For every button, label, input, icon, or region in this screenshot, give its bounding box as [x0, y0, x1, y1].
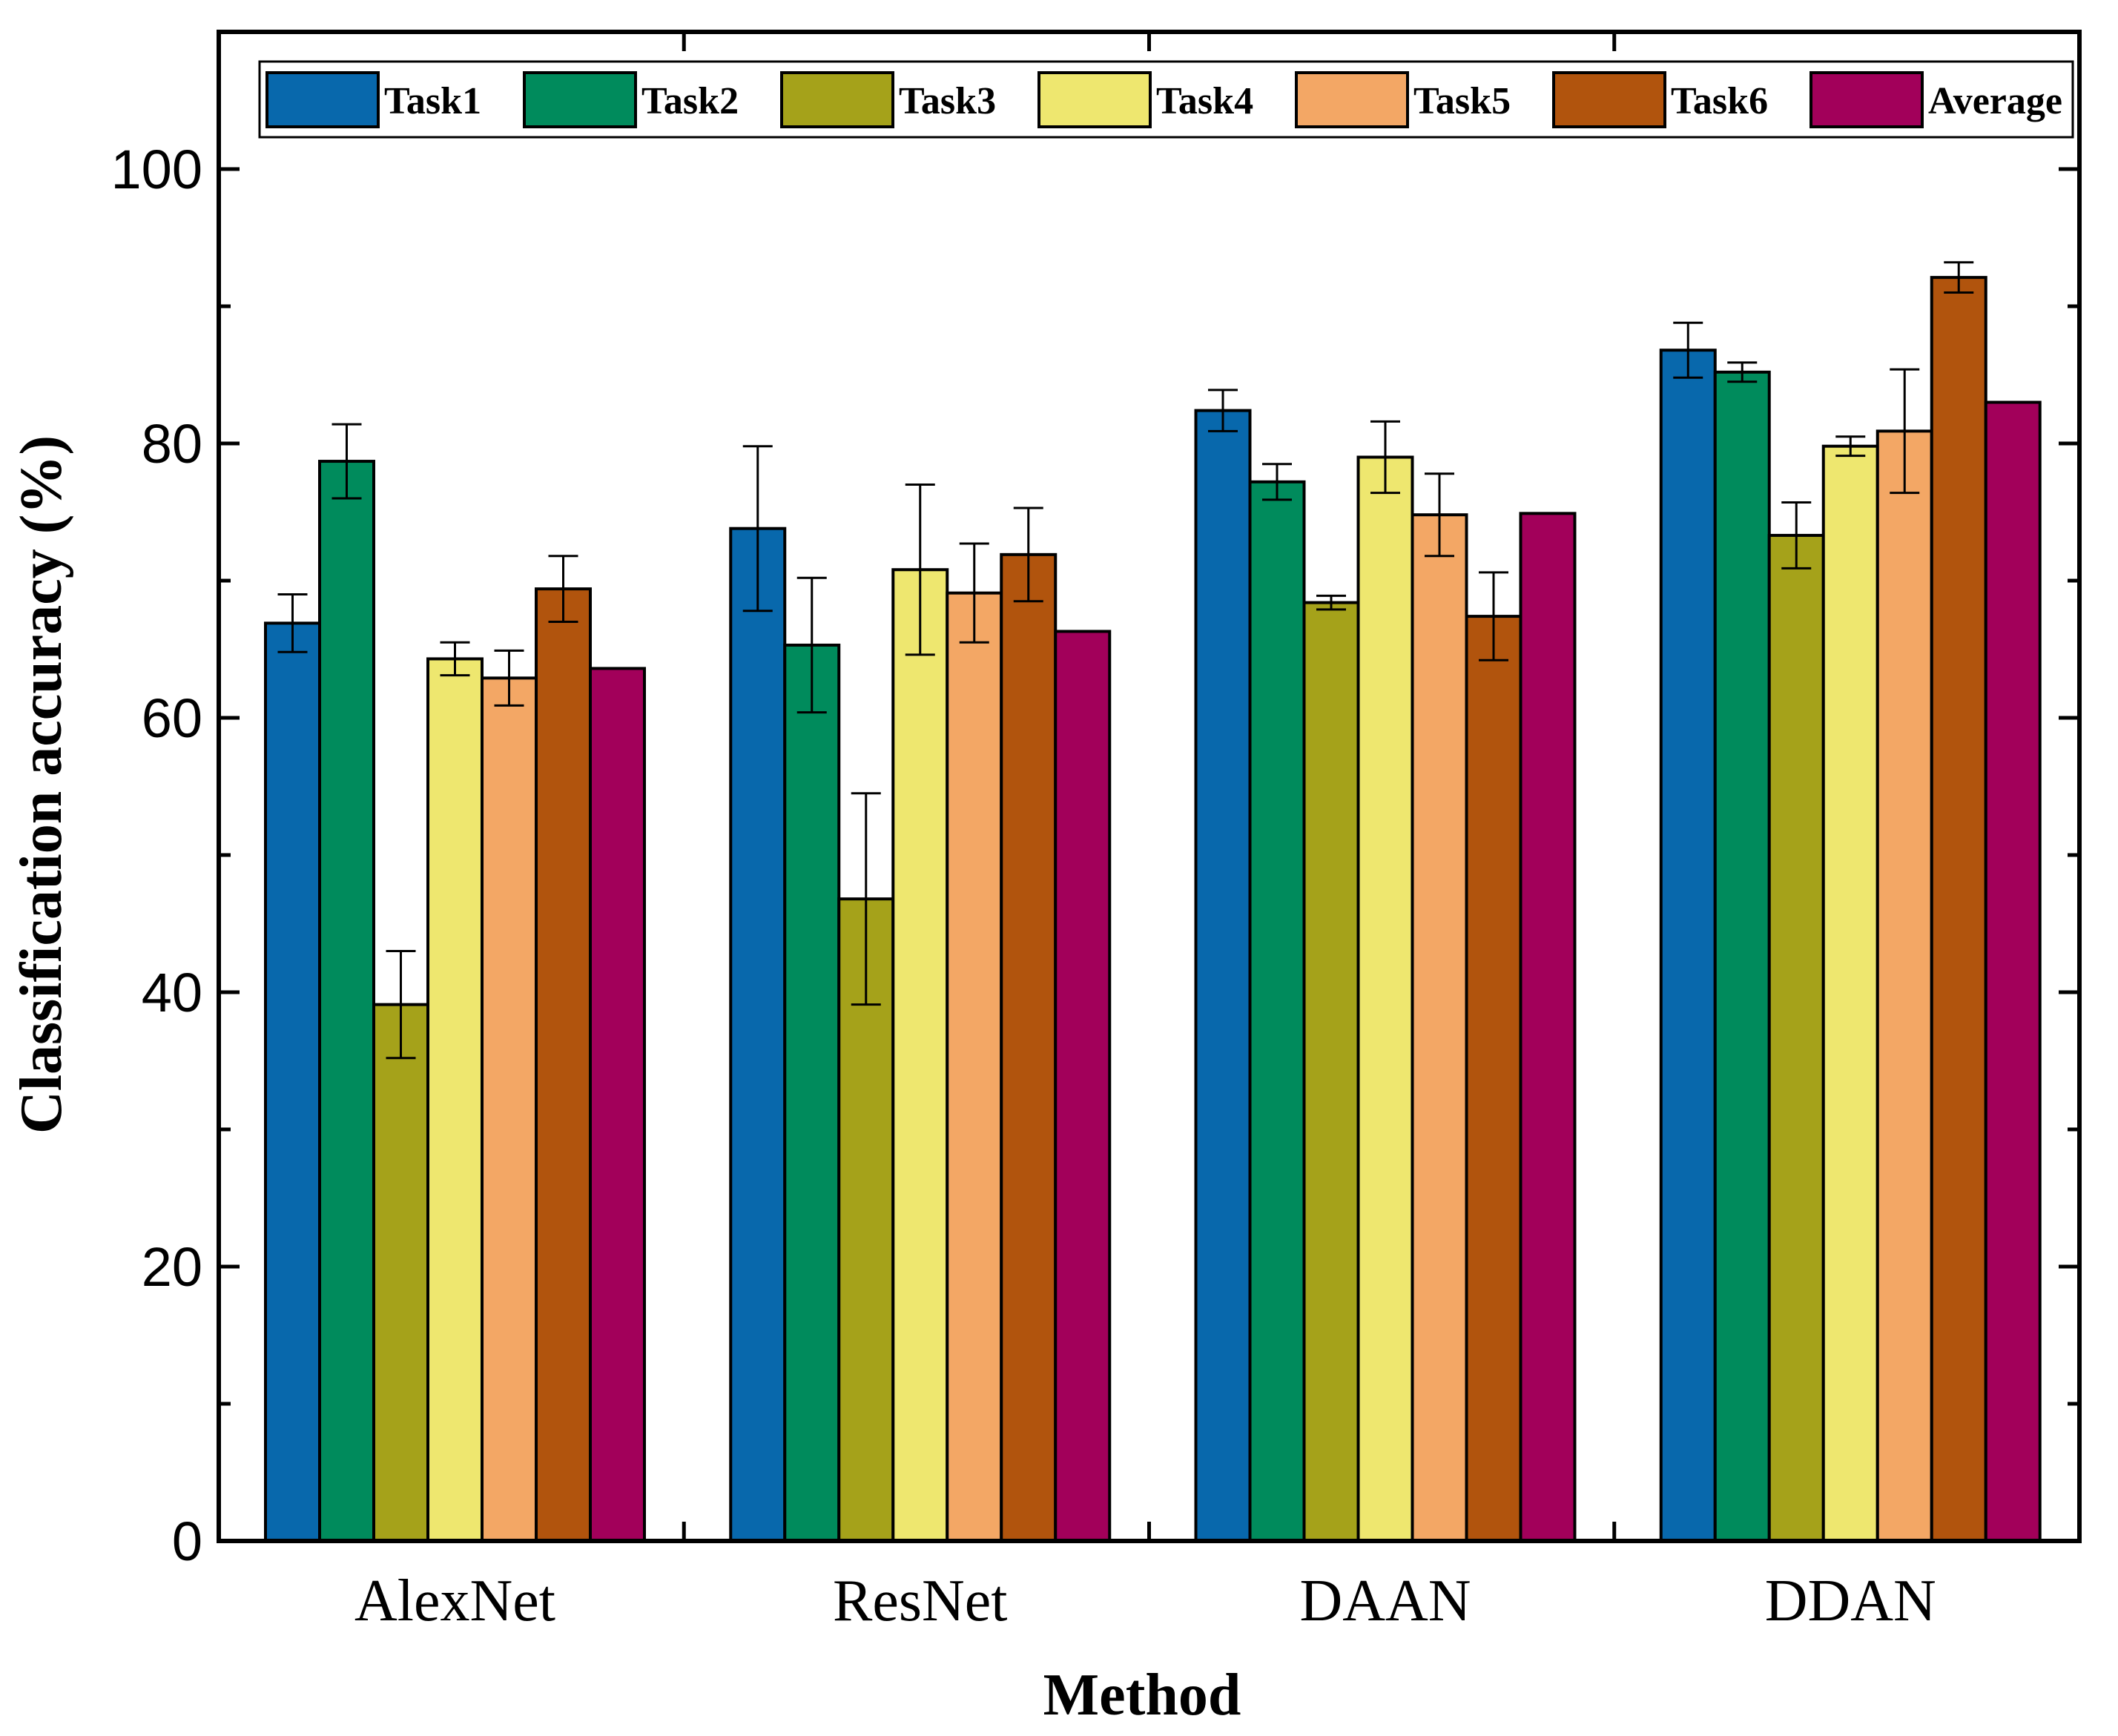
bar-average-ddan — [1984, 400, 2042, 1542]
bar-average-daan — [1519, 512, 1577, 1542]
bar-average-alexnet — [589, 667, 646, 1542]
bar-task1-resnet — [729, 527, 787, 1543]
legend-swatch-task1 — [265, 71, 380, 128]
error-bars-layer — [277, 261, 1974, 1060]
bar-task4-resnet — [891, 568, 949, 1543]
legend-label-task4: Task4 — [1156, 80, 1253, 122]
bar-task6-daan — [1465, 615, 1522, 1542]
bar-task5-daan — [1411, 513, 1468, 1543]
x-tick-label-resnet: ResNet — [833, 1568, 1008, 1634]
legend-swatch-task4 — [1037, 71, 1152, 128]
bar-task3-resnet — [837, 897, 895, 1542]
bar-task2-alexnet — [318, 460, 375, 1542]
x-tick-label-alexnet: AlexNet — [354, 1568, 555, 1634]
bar-task6-alexnet — [535, 587, 592, 1542]
bars-layer — [264, 276, 2042, 1543]
legend-label-task2: Task2 — [641, 80, 739, 122]
y-tick-label-40: 40 — [142, 962, 202, 1023]
bar-task4-alexnet — [426, 657, 484, 1543]
legend-swatch-task6 — [1552, 71, 1666, 128]
y-axis-title: Classification accuracy (%) — [9, 435, 74, 1134]
bar-task5-resnet — [946, 591, 1003, 1542]
legend-label-task6: Task6 — [1671, 80, 1768, 122]
y-tick-label-60: 60 — [142, 687, 202, 749]
y-tick-label-80: 80 — [142, 413, 202, 475]
bar-task4-ddan — [1821, 444, 1879, 1543]
legend-label-task5: Task5 — [1413, 80, 1511, 122]
bar-task1-ddan — [1659, 349, 1717, 1543]
x-tick-label-daan: DAAN — [1299, 1568, 1471, 1634]
bar-task5-alexnet — [481, 676, 538, 1542]
bar-task3-daan — [1302, 601, 1360, 1542]
bar-task2-ddan — [1713, 370, 1771, 1542]
y-tick-label-100: 100 — [111, 139, 202, 200]
bar-average-resnet — [1054, 630, 1112, 1543]
axes-layer: 0 20 40 60 80 100 AlexNet ResNet DAAN DDAN — [111, 30, 2082, 1634]
bar-task6-ddan — [1930, 276, 1987, 1542]
legend-label-task1: Task1 — [384, 80, 481, 122]
legend-swatch-average — [1809, 71, 1924, 128]
bar-task5-ddan — [1875, 429, 1933, 1542]
legend-swatch-task2 — [523, 71, 637, 128]
x-tick-label-ddan: DDAN — [1765, 1568, 1936, 1634]
y-tick-label-0: 0 — [172, 1511, 202, 1572]
bar-task3-ddan — [1767, 533, 1825, 1543]
bar-task1-daan — [1194, 409, 1252, 1542]
bar-task2-daan — [1248, 480, 1306, 1542]
legend-label-task3: Task3 — [899, 80, 996, 122]
x-axis-title: Method — [1043, 1663, 1241, 1728]
bar-task2-resnet — [783, 643, 841, 1543]
y-tick-label-20: 20 — [142, 1236, 202, 1298]
bar-task6-resnet — [1000, 552, 1058, 1542]
legend-swatch-task3 — [780, 71, 894, 128]
bar-task4-daan — [1356, 455, 1414, 1542]
bar-task1-alexnet — [264, 621, 321, 1542]
bar-task3-alexnet — [372, 1003, 429, 1542]
legend: Task1 Task2 Task3 Task4 Task5 Task6 Average — [258, 60, 2074, 139]
legend-label-average: Average — [1928, 80, 2062, 122]
legend-swatch-task5 — [1295, 71, 1409, 128]
